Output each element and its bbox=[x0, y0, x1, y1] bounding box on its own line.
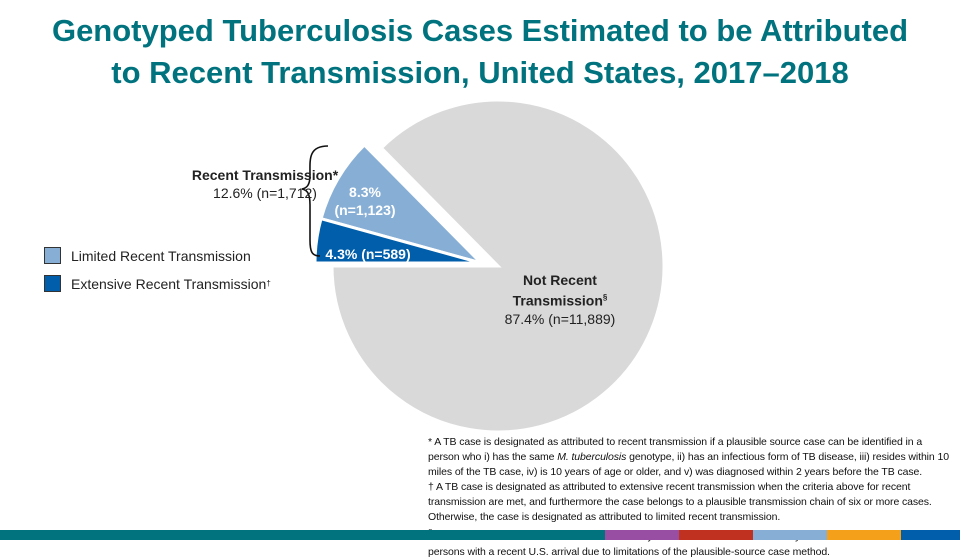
footnote-star: * A TB case is designated as attributed … bbox=[428, 436, 949, 478]
slice-limited bbox=[319, 142, 487, 266]
group-label: Recent Transmission* 12.6% (n=1,712) bbox=[191, 167, 339, 201]
legend-swatch bbox=[44, 247, 61, 264]
slice-extensive bbox=[313, 216, 482, 265]
slice-not-recent bbox=[330, 98, 666, 434]
pie-chart bbox=[301, 98, 666, 434]
legend-item-limited: Limited Recent Transmission bbox=[44, 247, 251, 264]
footer-segment bbox=[753, 530, 827, 540]
title-line-1: Genotyped Tuberculosis Cases Estimated t… bbox=[51, 13, 909, 48]
not-recent-label: Not Recent Transmission§ 87.4% (n=11,889… bbox=[504, 272, 616, 327]
footer-color-bar bbox=[0, 530, 960, 540]
footer-segment bbox=[0, 530, 605, 540]
legend-sup: † bbox=[266, 279, 271, 288]
footnotes: * A TB case is designated as attributed … bbox=[428, 435, 953, 560]
footer-segment bbox=[901, 530, 960, 540]
extensive-label: 4.3% (n=589) bbox=[325, 246, 411, 262]
legend-label: Limited Recent Transmission bbox=[71, 247, 251, 264]
title-line-2: to Recent Transmission, United States, 2… bbox=[111, 55, 849, 90]
chart-title: Genotyped Tuberculosis Cases Estimated t… bbox=[0, 10, 960, 94]
group-brace bbox=[301, 145, 329, 257]
footer-segment bbox=[827, 530, 901, 540]
legend-item-extensive: Extensive Recent Transmission † bbox=[44, 275, 271, 292]
limited-label: 8.3% (n=1,123) bbox=[334, 184, 396, 218]
footer-segment bbox=[679, 530, 753, 540]
legend-label: Extensive Recent Transmission bbox=[71, 275, 267, 292]
footer-segment bbox=[605, 530, 679, 540]
footnote-dagger: † A TB case is designated as attributed … bbox=[428, 481, 932, 523]
legend-swatch bbox=[44, 275, 61, 292]
